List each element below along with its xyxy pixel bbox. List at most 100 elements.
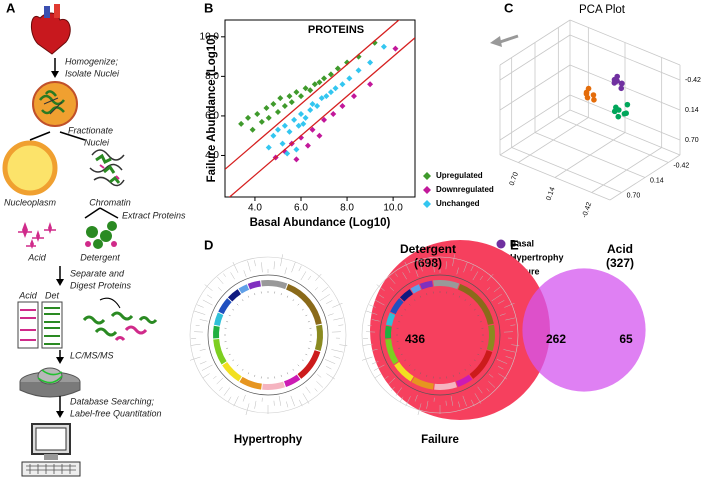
circos-track bbox=[327, 313, 334, 316]
heart-icon bbox=[31, 4, 71, 55]
circos-outline bbox=[207, 274, 329, 396]
circos-tick bbox=[477, 353, 480, 356]
circos-tick bbox=[280, 374, 282, 377]
circos-track bbox=[486, 388, 490, 392]
circos-track bbox=[326, 373, 335, 380]
circos-track bbox=[204, 284, 213, 291]
circos-track bbox=[414, 394, 418, 402]
circos-track bbox=[499, 313, 506, 316]
circos-tick bbox=[301, 359, 304, 362]
data-point bbox=[318, 95, 325, 102]
data-point bbox=[286, 93, 293, 100]
circos-track bbox=[233, 396, 239, 407]
circos-track bbox=[365, 310, 378, 315]
circos-outline bbox=[379, 274, 501, 396]
set-size-label: (327) bbox=[606, 256, 634, 270]
circos-track bbox=[470, 265, 474, 272]
arrowhead bbox=[56, 279, 64, 286]
circos-tick bbox=[469, 364, 472, 367]
circos-track bbox=[486, 287, 491, 291]
circos-tick bbox=[419, 372, 422, 375]
data-point bbox=[309, 101, 316, 108]
circos-track bbox=[498, 300, 505, 304]
step-text: Homogenize; bbox=[65, 56, 119, 66]
detergent-extract-icon bbox=[85, 221, 117, 249]
circos-tick bbox=[404, 308, 407, 311]
circos-tick bbox=[292, 368, 295, 371]
data-point bbox=[355, 67, 362, 74]
circos-track bbox=[462, 395, 467, 407]
circos-track bbox=[498, 366, 504, 370]
circos-track bbox=[426, 400, 429, 409]
circos-tick bbox=[400, 353, 403, 356]
data-point bbox=[302, 114, 309, 121]
data-point bbox=[263, 105, 270, 112]
circos-tick bbox=[458, 295, 461, 298]
step-text: Nuclei bbox=[84, 137, 110, 147]
circos-track bbox=[254, 400, 257, 409]
data-point bbox=[392, 45, 399, 52]
circos-track bbox=[391, 386, 395, 391]
circos-track bbox=[503, 349, 516, 353]
y-tick-label: 0.14 bbox=[650, 177, 664, 184]
grid-line bbox=[558, 117, 669, 163]
grid-line bbox=[569, 34, 681, 81]
circos-segment bbox=[213, 312, 224, 326]
circos-track bbox=[202, 299, 213, 306]
circos-track bbox=[498, 373, 507, 380]
circos-track bbox=[213, 375, 217, 379]
circos-track bbox=[243, 270, 247, 278]
circos-tick bbox=[232, 359, 235, 362]
chart-title: PROTEINS bbox=[308, 24, 364, 36]
region-count: 262 bbox=[546, 332, 566, 346]
circos-track bbox=[378, 294, 385, 299]
circos-track bbox=[201, 364, 213, 371]
circos-track bbox=[399, 396, 404, 403]
circos-track bbox=[319, 294, 330, 302]
legend-label: Hypertrophy bbox=[510, 252, 564, 262]
circos-tick bbox=[473, 308, 476, 311]
step-text: Isolate Nuclei bbox=[65, 68, 120, 78]
circos-track bbox=[405, 396, 411, 407]
data-point bbox=[321, 75, 328, 82]
circos-track bbox=[300, 271, 307, 281]
data-point bbox=[307, 106, 314, 113]
set-circle bbox=[370, 240, 550, 420]
data-point bbox=[615, 113, 622, 120]
arrowhead bbox=[56, 411, 64, 418]
circos-segment bbox=[390, 298, 404, 315]
circos-track bbox=[278, 395, 282, 406]
data-point bbox=[291, 116, 298, 123]
circos-tick bbox=[400, 314, 403, 317]
chromatin-icon bbox=[89, 149, 125, 187]
circos-track bbox=[489, 374, 494, 378]
data-point bbox=[293, 146, 300, 153]
circos-track bbox=[307, 275, 312, 281]
circos-tick bbox=[458, 372, 461, 375]
circos-segment bbox=[410, 284, 422, 294]
circos-track bbox=[290, 395, 295, 407]
set-size-label: (698) bbox=[414, 256, 442, 270]
set-label: Acid bbox=[607, 242, 633, 256]
step-text: LC/MS/MS bbox=[70, 350, 114, 360]
circos-track bbox=[479, 275, 484, 281]
circos-tick bbox=[419, 295, 422, 298]
data-point bbox=[293, 89, 300, 96]
panel-label: E bbox=[510, 237, 519, 252]
data-point bbox=[611, 76, 618, 83]
circos-outline bbox=[189, 256, 347, 414]
data-point bbox=[298, 93, 304, 100]
data-point bbox=[327, 89, 334, 96]
circos-track bbox=[199, 348, 206, 351]
circos-segment bbox=[385, 338, 399, 365]
legend-swatch bbox=[496, 239, 506, 249]
set-circle bbox=[522, 268, 646, 392]
peptides-icon bbox=[82, 311, 158, 342]
circos-track bbox=[305, 386, 311, 394]
circos-track bbox=[216, 377, 224, 385]
circos-track bbox=[511, 344, 520, 346]
arrowhead bbox=[51, 71, 59, 78]
circos-segment bbox=[297, 350, 321, 379]
circos-segment bbox=[469, 350, 493, 379]
